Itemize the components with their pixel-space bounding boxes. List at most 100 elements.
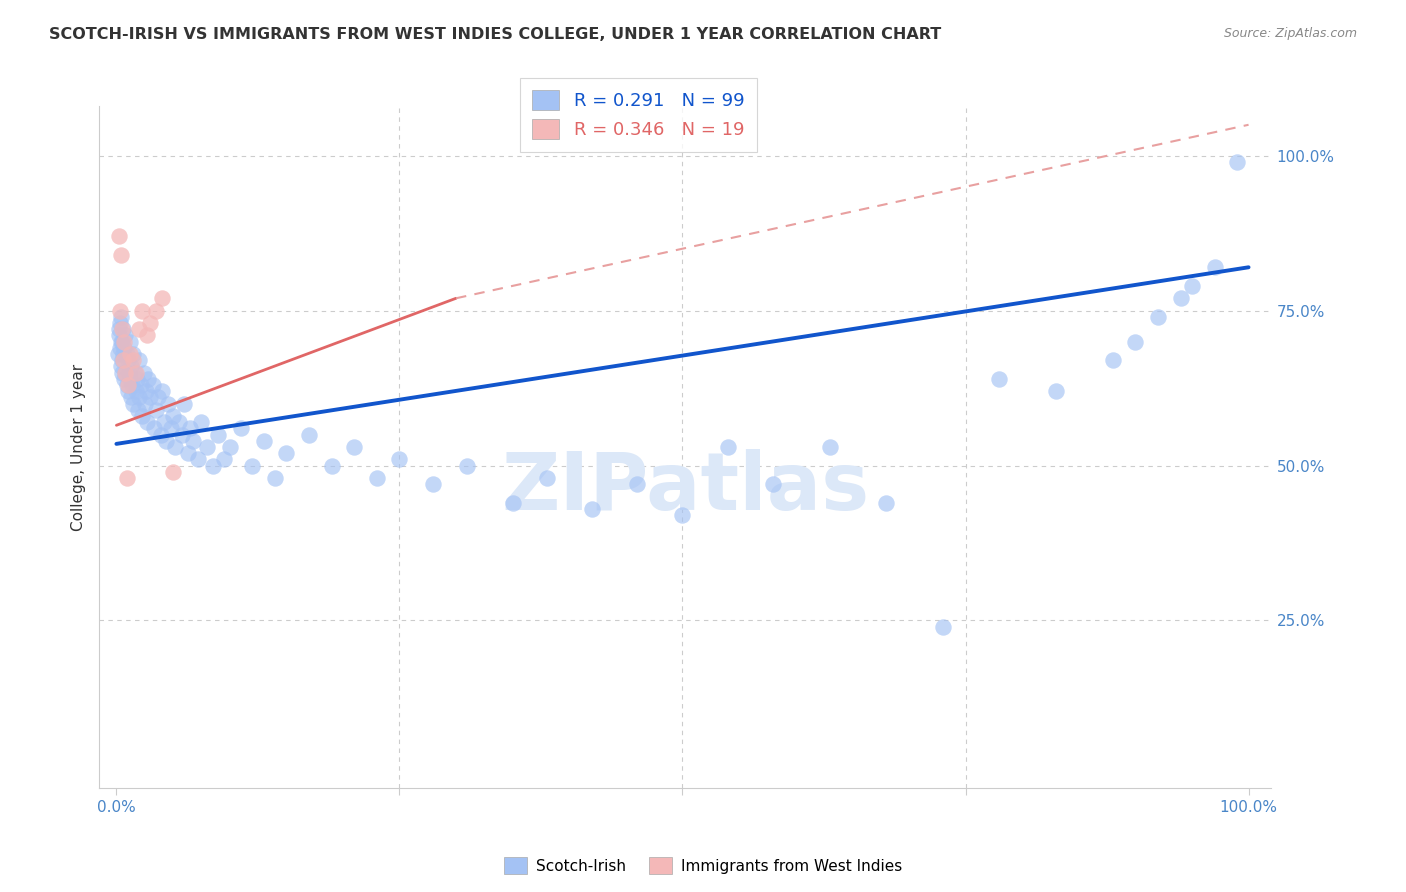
Point bbox=[1147, 310, 1170, 324]
Point bbox=[172, 427, 194, 442]
Point bbox=[107, 229, 129, 244]
Point bbox=[139, 391, 162, 405]
Point bbox=[626, 477, 648, 491]
Point bbox=[125, 372, 148, 386]
Point bbox=[179, 421, 201, 435]
Point bbox=[124, 366, 146, 380]
Point bbox=[127, 402, 149, 417]
Point bbox=[108, 316, 131, 330]
Point bbox=[150, 291, 173, 305]
Point bbox=[536, 471, 558, 485]
Point bbox=[1125, 334, 1147, 349]
Point bbox=[190, 415, 212, 429]
Legend: R = 0.291   N = 99, R = 0.346   N = 19: R = 0.291 N = 99, R = 0.346 N = 19 bbox=[520, 78, 758, 152]
Point bbox=[177, 446, 200, 460]
Point bbox=[212, 452, 235, 467]
Text: Source: ZipAtlas.com: Source: ZipAtlas.com bbox=[1223, 27, 1357, 40]
Point bbox=[153, 415, 176, 429]
Text: ZIPatlas: ZIPatlas bbox=[501, 449, 869, 527]
Point bbox=[112, 334, 135, 349]
Point bbox=[456, 458, 478, 473]
Point bbox=[110, 334, 132, 349]
Point bbox=[118, 372, 141, 386]
Point bbox=[136, 328, 159, 343]
Point bbox=[136, 415, 159, 429]
Point bbox=[117, 353, 139, 368]
Point bbox=[1204, 260, 1226, 275]
Point bbox=[115, 378, 138, 392]
Point bbox=[207, 427, 229, 442]
Point bbox=[162, 409, 184, 423]
Point bbox=[1170, 291, 1192, 305]
Point bbox=[818, 440, 841, 454]
Point bbox=[128, 322, 150, 336]
Point bbox=[134, 396, 156, 410]
Point bbox=[124, 366, 146, 380]
Point bbox=[124, 384, 146, 399]
Point bbox=[131, 303, 153, 318]
Point bbox=[110, 359, 132, 374]
Point bbox=[502, 496, 524, 510]
Point bbox=[112, 353, 135, 368]
Point bbox=[321, 458, 343, 473]
Point bbox=[157, 396, 180, 410]
Point bbox=[136, 372, 159, 386]
Point bbox=[132, 366, 155, 380]
Point bbox=[122, 353, 145, 368]
Point bbox=[229, 421, 252, 435]
Point bbox=[128, 391, 150, 405]
Point bbox=[1045, 384, 1067, 399]
Point bbox=[201, 458, 224, 473]
Point bbox=[128, 353, 150, 368]
Point bbox=[165, 440, 187, 454]
Point bbox=[173, 396, 195, 410]
Point bbox=[118, 334, 141, 349]
Point bbox=[114, 366, 136, 380]
Point bbox=[139, 316, 162, 330]
Point bbox=[112, 322, 135, 336]
Point bbox=[115, 347, 138, 361]
Point bbox=[118, 366, 141, 380]
Point bbox=[581, 502, 603, 516]
Point bbox=[120, 359, 142, 374]
Point bbox=[932, 620, 955, 634]
Point bbox=[150, 384, 173, 399]
Point bbox=[122, 396, 145, 410]
Point bbox=[122, 347, 145, 361]
Point bbox=[107, 328, 129, 343]
Point bbox=[131, 378, 153, 392]
Point bbox=[142, 378, 165, 392]
Point bbox=[112, 341, 135, 355]
Point bbox=[112, 347, 135, 361]
Point bbox=[107, 347, 129, 361]
Point bbox=[298, 427, 321, 442]
Point bbox=[195, 440, 218, 454]
Point bbox=[120, 391, 142, 405]
Point bbox=[366, 471, 388, 485]
Text: SCOTCH-IRISH VS IMMIGRANTS FROM WEST INDIES COLLEGE, UNDER 1 YEAR CORRELATION CH: SCOTCH-IRISH VS IMMIGRANTS FROM WEST IND… bbox=[49, 27, 942, 42]
Point bbox=[187, 452, 209, 467]
Point bbox=[118, 347, 141, 361]
Point bbox=[218, 440, 240, 454]
Point bbox=[114, 366, 136, 380]
Point bbox=[240, 458, 263, 473]
Point bbox=[1181, 278, 1204, 293]
Point bbox=[162, 465, 184, 479]
Point bbox=[121, 378, 143, 392]
Point bbox=[142, 421, 165, 435]
Point bbox=[149, 427, 172, 442]
Point bbox=[1101, 353, 1123, 368]
Legend: Scotch-Irish, Immigrants from West Indies: Scotch-Irish, Immigrants from West Indie… bbox=[498, 851, 908, 880]
Point bbox=[717, 440, 740, 454]
Point bbox=[988, 372, 1011, 386]
Point bbox=[111, 322, 134, 336]
Point bbox=[155, 434, 177, 448]
Point bbox=[762, 477, 785, 491]
Point bbox=[107, 322, 129, 336]
Point bbox=[110, 310, 132, 324]
Y-axis label: College, Under 1 year: College, Under 1 year bbox=[72, 363, 86, 531]
Point bbox=[264, 471, 287, 485]
Point bbox=[117, 384, 139, 399]
Point bbox=[111, 366, 134, 380]
Point bbox=[388, 452, 411, 467]
